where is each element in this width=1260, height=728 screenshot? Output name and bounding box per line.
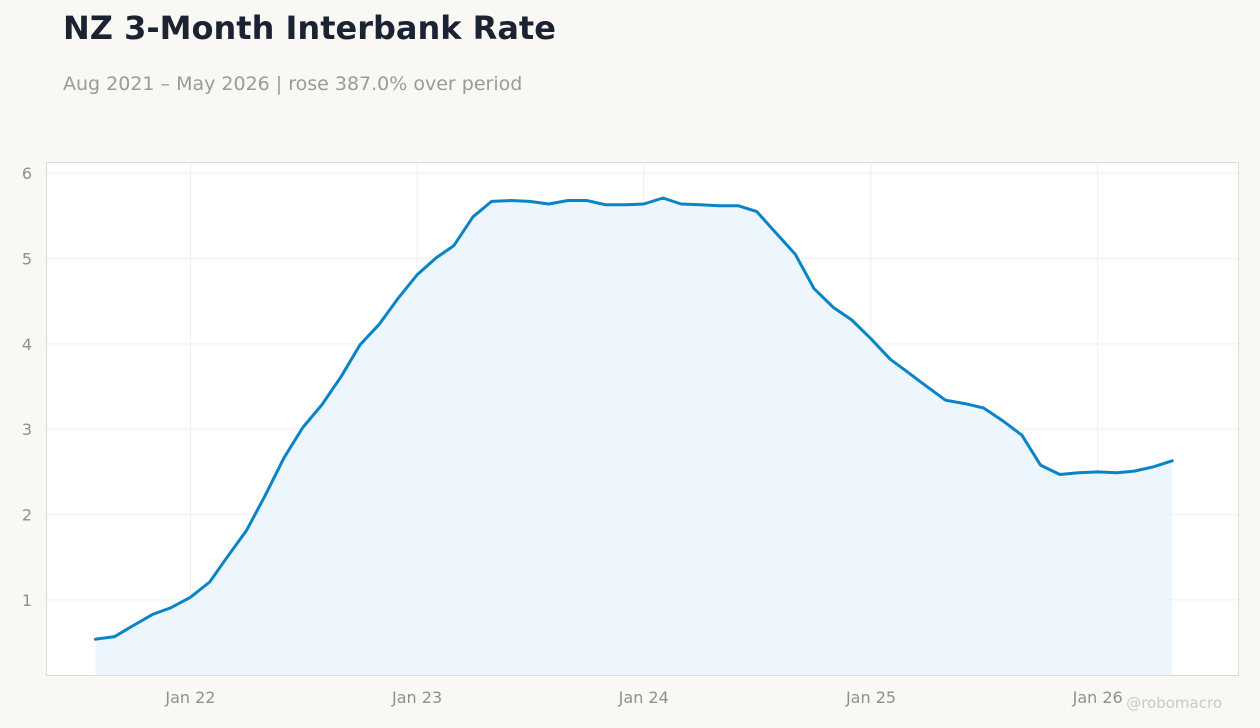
y-tick-label: 2 [22,506,32,525]
y-tick-label: 6 [22,164,32,183]
y-tick-label: 3 [22,420,32,439]
y-tick-label: 1 [22,591,32,610]
y-axis: 1 2 3 4 5 6 [22,164,32,610]
x-tick-label: Jan 23 [391,688,442,707]
x-tick-label: Jan 22 [164,688,215,707]
chart-title: NZ 3-Month Interbank Rate [63,9,556,47]
chart-subtitle: Aug 2021 – May 2026 | rose 387.0% over p… [63,73,523,95]
y-tick-label: 5 [22,250,32,269]
series-line [93,196,1174,641]
x-tick-label: Jan 26 [1072,688,1123,707]
x-tick-label: Jan 24 [618,688,669,707]
area-fill [95,198,1173,675]
x-axis: Jan 22 Jan 23 Jan 24 Jan 25 Jan 26 [164,688,1122,707]
watermark: @robomacro [1126,694,1222,712]
x-tick-label: Jan 25 [845,688,896,707]
y-tick-label: 4 [22,335,32,354]
